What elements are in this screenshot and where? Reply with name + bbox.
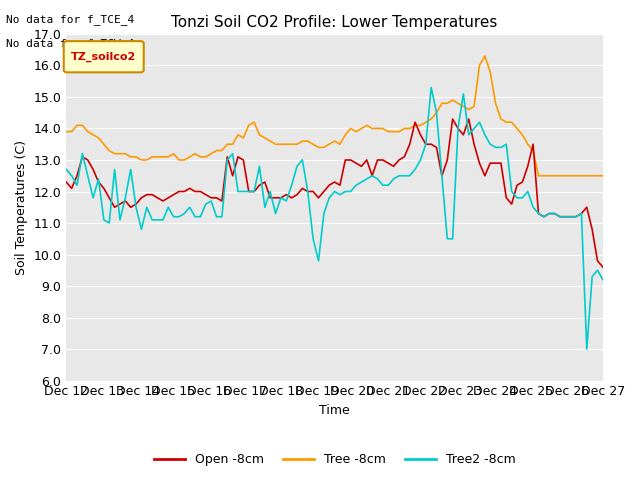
Text: No data for f_TCW_4: No data for f_TCW_4 [6,38,134,49]
Text: No data for f_TCE_4: No data for f_TCE_4 [6,14,134,25]
Y-axis label: Soil Temperatures (C): Soil Temperatures (C) [15,140,28,275]
Text: TZ_soilco2: TZ_soilco2 [71,52,136,62]
X-axis label: Time: Time [319,404,350,417]
Title: Tonzi Soil CO2 Profile: Lower Temperatures: Tonzi Soil CO2 Profile: Lower Temperatur… [172,15,498,30]
Legend: Open -8cm, Tree -8cm, Tree2 -8cm: Open -8cm, Tree -8cm, Tree2 -8cm [148,448,520,471]
